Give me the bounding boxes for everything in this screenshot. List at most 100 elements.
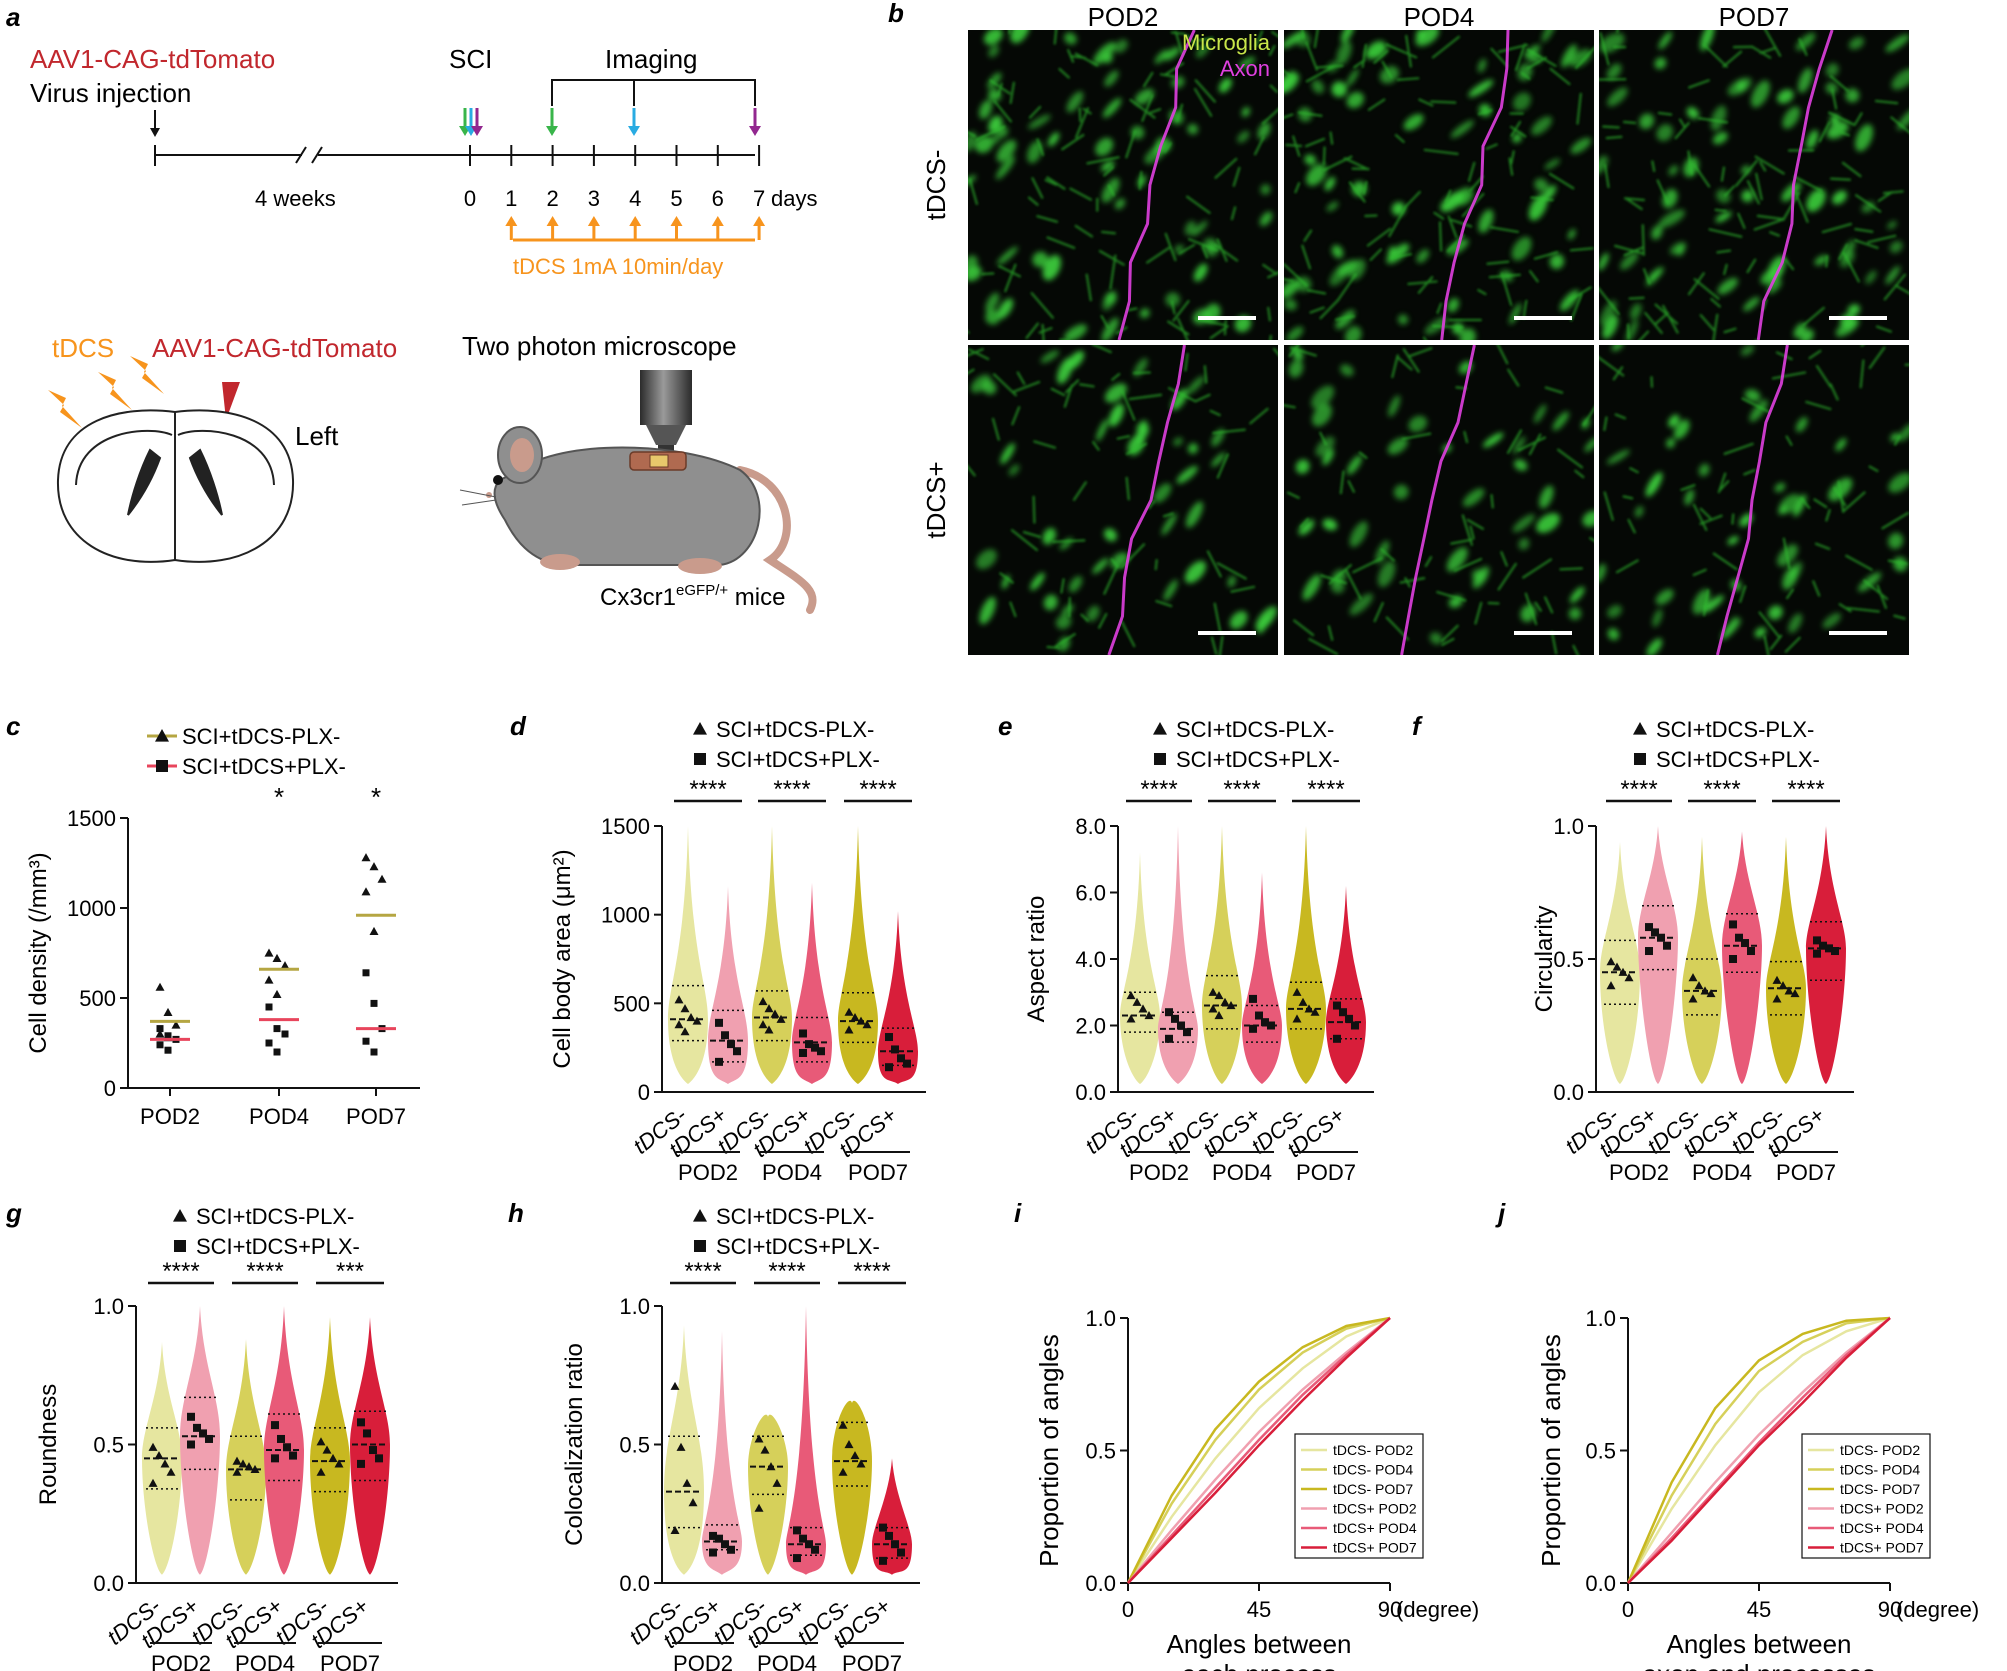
series-line [1627, 1317, 1891, 1584]
microglia-cell [1173, 437, 1183, 446]
process [998, 571, 1015, 584]
day-tick-label: 7 [753, 186, 765, 211]
process [1068, 597, 1071, 618]
legend-microglia: Microglia [1182, 30, 1271, 55]
process [1270, 30, 1278, 38]
x-tick-label: POD7 [346, 1104, 406, 1129]
data-point-triangle [1226, 1001, 1236, 1010]
data-point-square [375, 1454, 383, 1463]
process [1016, 371, 1026, 386]
process [1784, 636, 1802, 653]
microglia-cell [1096, 419, 1108, 442]
process [1063, 384, 1074, 408]
microglia-cell [1584, 437, 1594, 452]
microglia-cell [1715, 211, 1732, 223]
data-point-triangle [1132, 997, 1142, 1006]
microglia-cell [1570, 137, 1592, 154]
microglia-cell [1630, 303, 1642, 320]
data-point-square [897, 1548, 905, 1557]
microglia-cell [1375, 540, 1390, 564]
timeline: 0 1 2 3 4 5 6 7 [154, 145, 765, 211]
microglia-cell [1429, 632, 1443, 645]
microglia-cell [1478, 209, 1494, 233]
microglia-cell [1717, 277, 1738, 295]
micrograph-content [968, 345, 1278, 655]
process [1697, 117, 1728, 124]
legend-label-plus: SCI+tDCS+PLX- [1176, 747, 1340, 772]
process [1125, 130, 1137, 159]
process [1528, 269, 1540, 283]
process [1436, 590, 1467, 602]
process [1320, 574, 1348, 585]
microglia-cell [1104, 383, 1128, 403]
brain-section-icon [56, 409, 295, 563]
data-point-triangle [155, 982, 165, 991]
microglia-cell [1798, 67, 1813, 93]
process [1347, 480, 1356, 494]
microglia-cell [1415, 30, 1440, 47]
microglia-cell [1727, 77, 1752, 96]
data-point-triangle [680, 1027, 690, 1036]
process [1162, 512, 1174, 518]
series-line [1127, 1317, 1391, 1584]
process [1072, 481, 1088, 502]
data-point-square [1747, 947, 1755, 956]
data-point-square [1261, 1018, 1269, 1027]
significance-marker: **** [689, 776, 726, 803]
process [1196, 36, 1214, 42]
microglia-cell [1750, 80, 1770, 108]
process [1723, 442, 1754, 456]
process [1080, 613, 1090, 622]
process [1526, 56, 1548, 70]
data-point-triangle [692, 1016, 702, 1025]
microglia-cell [1340, 30, 1355, 43]
microglia-cell [1153, 483, 1172, 503]
data-point-square [362, 1037, 370, 1045]
violin-body [1326, 885, 1366, 1085]
legend-triangle [693, 1209, 707, 1222]
data-point-triangle [1292, 1014, 1302, 1023]
microglia-cell [1163, 579, 1178, 601]
process [1785, 588, 1795, 600]
microglia-cell [1187, 443, 1199, 454]
microglia-cell [1227, 575, 1236, 588]
process [1433, 211, 1445, 220]
data-point-square [187, 1440, 195, 1449]
violin-body [708, 886, 748, 1085]
microglia-cell [1567, 229, 1576, 240]
process [1174, 30, 1184, 56]
data-point-square [1249, 1024, 1257, 1033]
violin [350, 1317, 390, 1575]
process [1712, 313, 1719, 340]
violin-body [1766, 836, 1806, 1085]
process [1793, 175, 1823, 193]
data-point-square [799, 1534, 807, 1543]
process [1904, 363, 1909, 366]
process [1178, 243, 1196, 255]
data-point-square [1267, 1021, 1275, 1030]
process [1771, 371, 1807, 380]
mouse-label: Cx3cr1eGFP/+ mice [600, 582, 785, 611]
microglia-cell [1058, 636, 1071, 652]
process [1720, 166, 1726, 182]
microglia-cell [1534, 178, 1549, 193]
day-tick-label: 5 [670, 186, 682, 211]
violin [748, 1414, 788, 1575]
process [1827, 111, 1856, 127]
microglia-cell [1512, 436, 1526, 454]
microglia-cell [988, 45, 1000, 58]
aav-label-2: AAV1-CAG-tdTomato [152, 333, 397, 363]
microglia-cell [1452, 322, 1464, 335]
microscope-icon [640, 370, 692, 453]
data-point-square [1645, 947, 1653, 956]
micrograph [1284, 30, 1594, 340]
microglia-cell [1211, 452, 1226, 467]
process [1556, 448, 1584, 469]
process [1116, 435, 1130, 440]
data-point-triangle [766, 1462, 776, 1471]
microglia-processes [1284, 345, 1594, 655]
x-tick-label: 90 [1378, 1597, 1402, 1622]
process [1692, 568, 1707, 577]
process [975, 125, 1006, 142]
microglia-cell [1415, 30, 1427, 40]
